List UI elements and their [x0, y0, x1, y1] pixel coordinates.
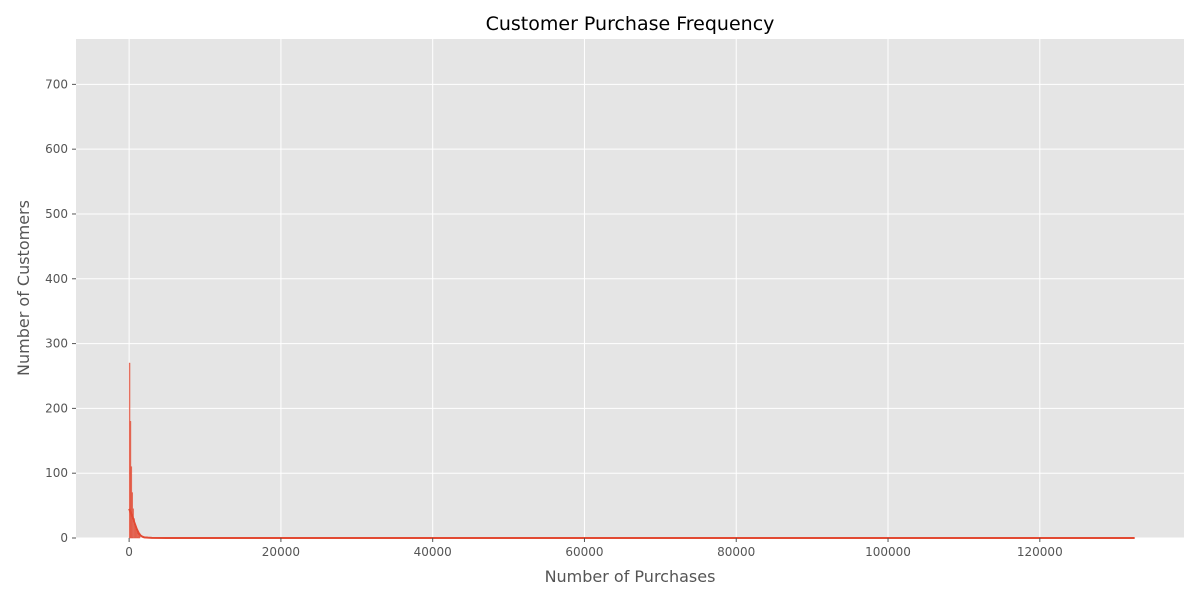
y-axis-label: Number of Customers: [14, 200, 33, 376]
chart-title: Customer Purchase Frequency: [486, 13, 775, 35]
x-tick-label: 80000: [717, 545, 755, 559]
y-tick-label: 700: [45, 77, 68, 91]
plot-area: [76, 39, 1184, 538]
y-tick-label: 600: [45, 142, 68, 156]
grid-lines: [76, 39, 1184, 539]
y-tick-label: 0: [60, 531, 68, 545]
x-tick-label: 100000: [865, 545, 911, 559]
x-tick-label: 60000: [565, 545, 603, 559]
y-tick-label: 500: [45, 207, 68, 221]
kde-line: [128, 508, 1135, 539]
y-tick-label: 100: [45, 466, 68, 480]
x-axis-label: Number of Purchases: [545, 567, 716, 586]
x-tick-label: 120000: [1017, 545, 1063, 559]
y-axis-ticks: 0 100 200 300 400 500 600 700: [45, 77, 76, 545]
y-tick-label: 400: [45, 272, 68, 286]
kde-group: [128, 508, 1135, 539]
x-axis-ticks: 0 20000 40000 60000 80000 100000 120000: [125, 538, 1063, 559]
x-tick-label: 0: [125, 545, 133, 559]
x-tick-label: 20000: [262, 545, 300, 559]
y-tick-label: 300: [45, 337, 68, 351]
x-tick-label: 40000: [414, 545, 452, 559]
histogram-bar: [138, 535, 141, 539]
y-tick-label: 200: [45, 401, 68, 415]
